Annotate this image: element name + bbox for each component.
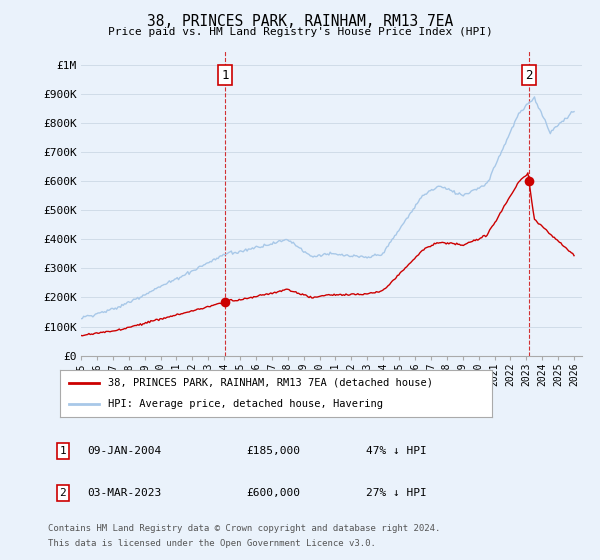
Text: 38, PRINCES PARK, RAINHAM, RM13 7EA (detached house): 38, PRINCES PARK, RAINHAM, RM13 7EA (det… [107,378,433,388]
Text: This data is licensed under the Open Government Licence v3.0.: This data is licensed under the Open Gov… [48,539,376,548]
Text: 27% ↓ HPI: 27% ↓ HPI [366,488,427,498]
Text: 2: 2 [59,488,67,498]
Text: 47% ↓ HPI: 47% ↓ HPI [366,446,427,456]
Text: £600,000: £600,000 [246,488,300,498]
Text: £185,000: £185,000 [246,446,300,456]
Text: Contains HM Land Registry data © Crown copyright and database right 2024.: Contains HM Land Registry data © Crown c… [48,524,440,533]
Text: 38, PRINCES PARK, RAINHAM, RM13 7EA: 38, PRINCES PARK, RAINHAM, RM13 7EA [147,14,453,29]
Text: 03-MAR-2023: 03-MAR-2023 [87,488,161,498]
Text: 09-JAN-2004: 09-JAN-2004 [87,446,161,456]
Text: 1: 1 [59,446,67,456]
Text: 2: 2 [525,69,533,82]
Text: 1: 1 [221,69,229,82]
Text: HPI: Average price, detached house, Havering: HPI: Average price, detached house, Have… [107,399,383,409]
Text: Price paid vs. HM Land Registry's House Price Index (HPI): Price paid vs. HM Land Registry's House … [107,27,493,37]
